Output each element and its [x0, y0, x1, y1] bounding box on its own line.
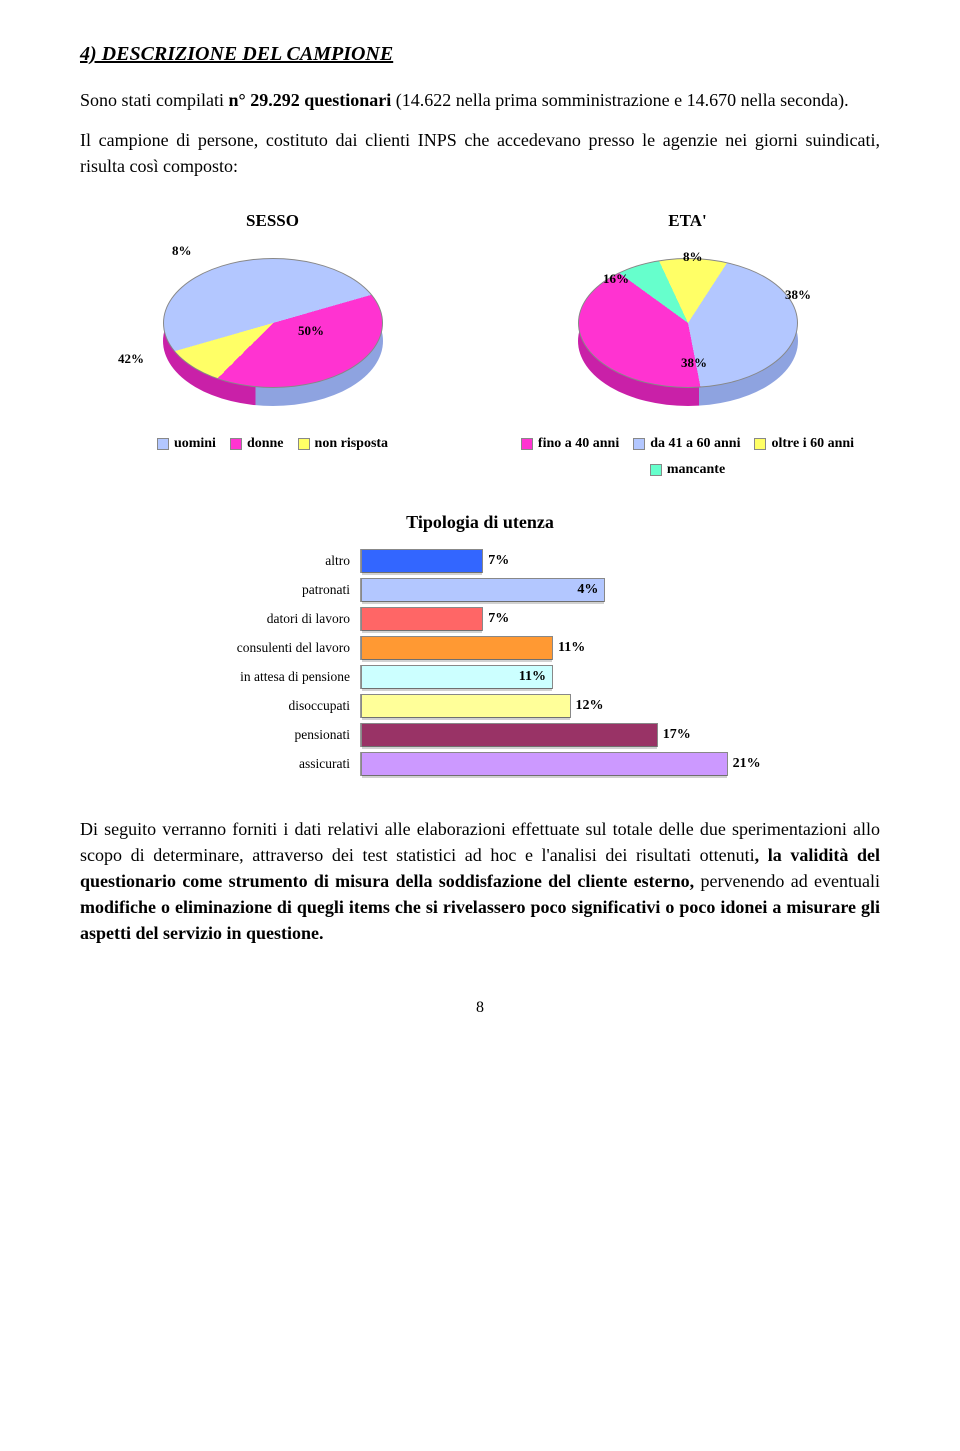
p3c: pervenendo ad eventuali [694, 871, 880, 891]
legend-label: mancante [667, 460, 725, 480]
legend-label: oltre i 60 anni [771, 434, 854, 454]
bar: 7% [361, 549, 483, 573]
bar-track: 21% [360, 752, 780, 776]
bar-row: altro7% [180, 549, 780, 573]
legend-item: fino a 40 anni [521, 434, 619, 454]
bar-label: altro [180, 551, 360, 571]
eta-pie-wrap: 8% 16% 38% 38% [495, 240, 880, 430]
bar-label: in attesa di pensione [180, 667, 360, 687]
sesso-pie [163, 258, 383, 388]
legend-swatch [230, 438, 242, 450]
bar-value: 11% [552, 637, 585, 657]
legend-swatch [633, 438, 645, 450]
section-heading: 4) DESCRIZIONE DEL CAMPIONE [80, 40, 880, 69]
bar-value: 21% [727, 753, 761, 773]
legend-swatch [298, 438, 310, 450]
bar-row: assicurati21% [180, 752, 780, 776]
bar: 11% [361, 665, 553, 689]
bar-label: pensionati [180, 725, 360, 745]
legend-label: donne [247, 434, 284, 454]
pie-slice-label: 38% [681, 354, 707, 373]
legend-item: mancante [650, 460, 725, 480]
bar: 21% [361, 752, 728, 776]
pie-charts-row: SESSO 8% 42% 50% uomini donne non risposta E… [80, 209, 880, 480]
bar-track: 7% [360, 549, 780, 573]
sesso-title: SESSO [80, 209, 465, 234]
legend-swatch [521, 438, 533, 450]
bar-track: 4% [360, 578, 780, 602]
legend-item: non risposta [298, 434, 389, 454]
legend-label: da 41 a 60 anni [650, 434, 740, 454]
bar-row: consulenti del lavoro11% [180, 636, 780, 660]
pie-slice-label: 8% [172, 242, 192, 261]
bar: 7% [361, 607, 483, 631]
eta-legend: fino a 40 anni da 41 a 60 anni oltre i 60 … [495, 434, 880, 481]
legend-label: non risposta [315, 434, 389, 454]
sesso-chart: SESSO 8% 42% 50% uomini donne non risposta [80, 209, 465, 480]
legend-label: uomini [174, 434, 216, 454]
pie-slice-label: 38% [785, 286, 811, 305]
bar-track: 12% [360, 694, 780, 718]
bar-value: 7% [482, 608, 509, 628]
page-number: 8 [80, 996, 880, 1019]
p3d: modifiche o eliminazione di quegli items… [80, 897, 880, 943]
tipologia-bar-chart: altro7%patronati4%datori di lavoro7%cons… [180, 549, 780, 776]
bar-row: patronati 4% [180, 578, 780, 602]
bar: 4% [361, 578, 605, 602]
pie-slice-label: 8% [683, 248, 703, 267]
legend-label: fino a 40 anni [538, 434, 619, 454]
bar-value: 12% [570, 695, 604, 715]
legend-item: donne [230, 434, 284, 454]
bar-label: disoccupati [180, 696, 360, 716]
paragraph-intro: Sono stati compilati n° 29.292 questiona… [80, 87, 880, 113]
paragraph-composition: Il campione di persone, costituto dai cl… [80, 127, 880, 179]
bar-label: consulenti del lavoro [180, 638, 360, 658]
bar-track: 11% [360, 665, 780, 689]
bar-label: datori di lavoro [180, 609, 360, 629]
bar: 17% [361, 723, 658, 747]
bar-label: patronati [180, 580, 360, 600]
legend-swatch [650, 464, 662, 476]
legend-item: da 41 a 60 anni [633, 434, 740, 454]
bar: 12% [361, 694, 571, 718]
bar-value: 17% [657, 724, 691, 744]
bar-label: assicurati [180, 754, 360, 774]
p1a: Sono stati compilati [80, 90, 229, 110]
legend-item: oltre i 60 anni [754, 434, 854, 454]
eta-title: ETA' [495, 209, 880, 234]
tipologia-title: Tipologia di utenza [80, 509, 880, 535]
paragraph-conclusion: Di seguito verranno forniti i dati relat… [80, 816, 880, 946]
bar-row: pensionati17% [180, 723, 780, 747]
pie-slice-label: 42% [118, 350, 144, 369]
legend-item: uomini [157, 434, 216, 454]
sesso-pie-wrap: 8% 42% 50% [80, 240, 465, 430]
legend-swatch [754, 438, 766, 450]
p1c: (14.622 nella prima somministrazione e 1… [391, 90, 848, 110]
pie-slice-label: 16% [603, 270, 629, 289]
bar-track: 7% [360, 607, 780, 631]
legend-swatch [157, 438, 169, 450]
eta-chart: ETA' 8% 16% 38% 38% fino a 40 anni da 41 a 6… [495, 209, 880, 480]
bar-track: 17% [360, 723, 780, 747]
bar-value: 4% [571, 579, 598, 599]
p1b: n° 29.292 questionari [229, 90, 392, 110]
bar-row: datori di lavoro7% [180, 607, 780, 631]
bar-track: 11% [360, 636, 780, 660]
bar-value: 7% [482, 550, 509, 570]
sesso-legend: uomini donne non risposta [80, 434, 465, 454]
bar-row: disoccupati12% [180, 694, 780, 718]
bar: 11% [361, 636, 553, 660]
bar-value: 11% [513, 666, 546, 686]
bar-row: in attesa di pensione 11% [180, 665, 780, 689]
pie-slice-label: 50% [298, 322, 324, 341]
